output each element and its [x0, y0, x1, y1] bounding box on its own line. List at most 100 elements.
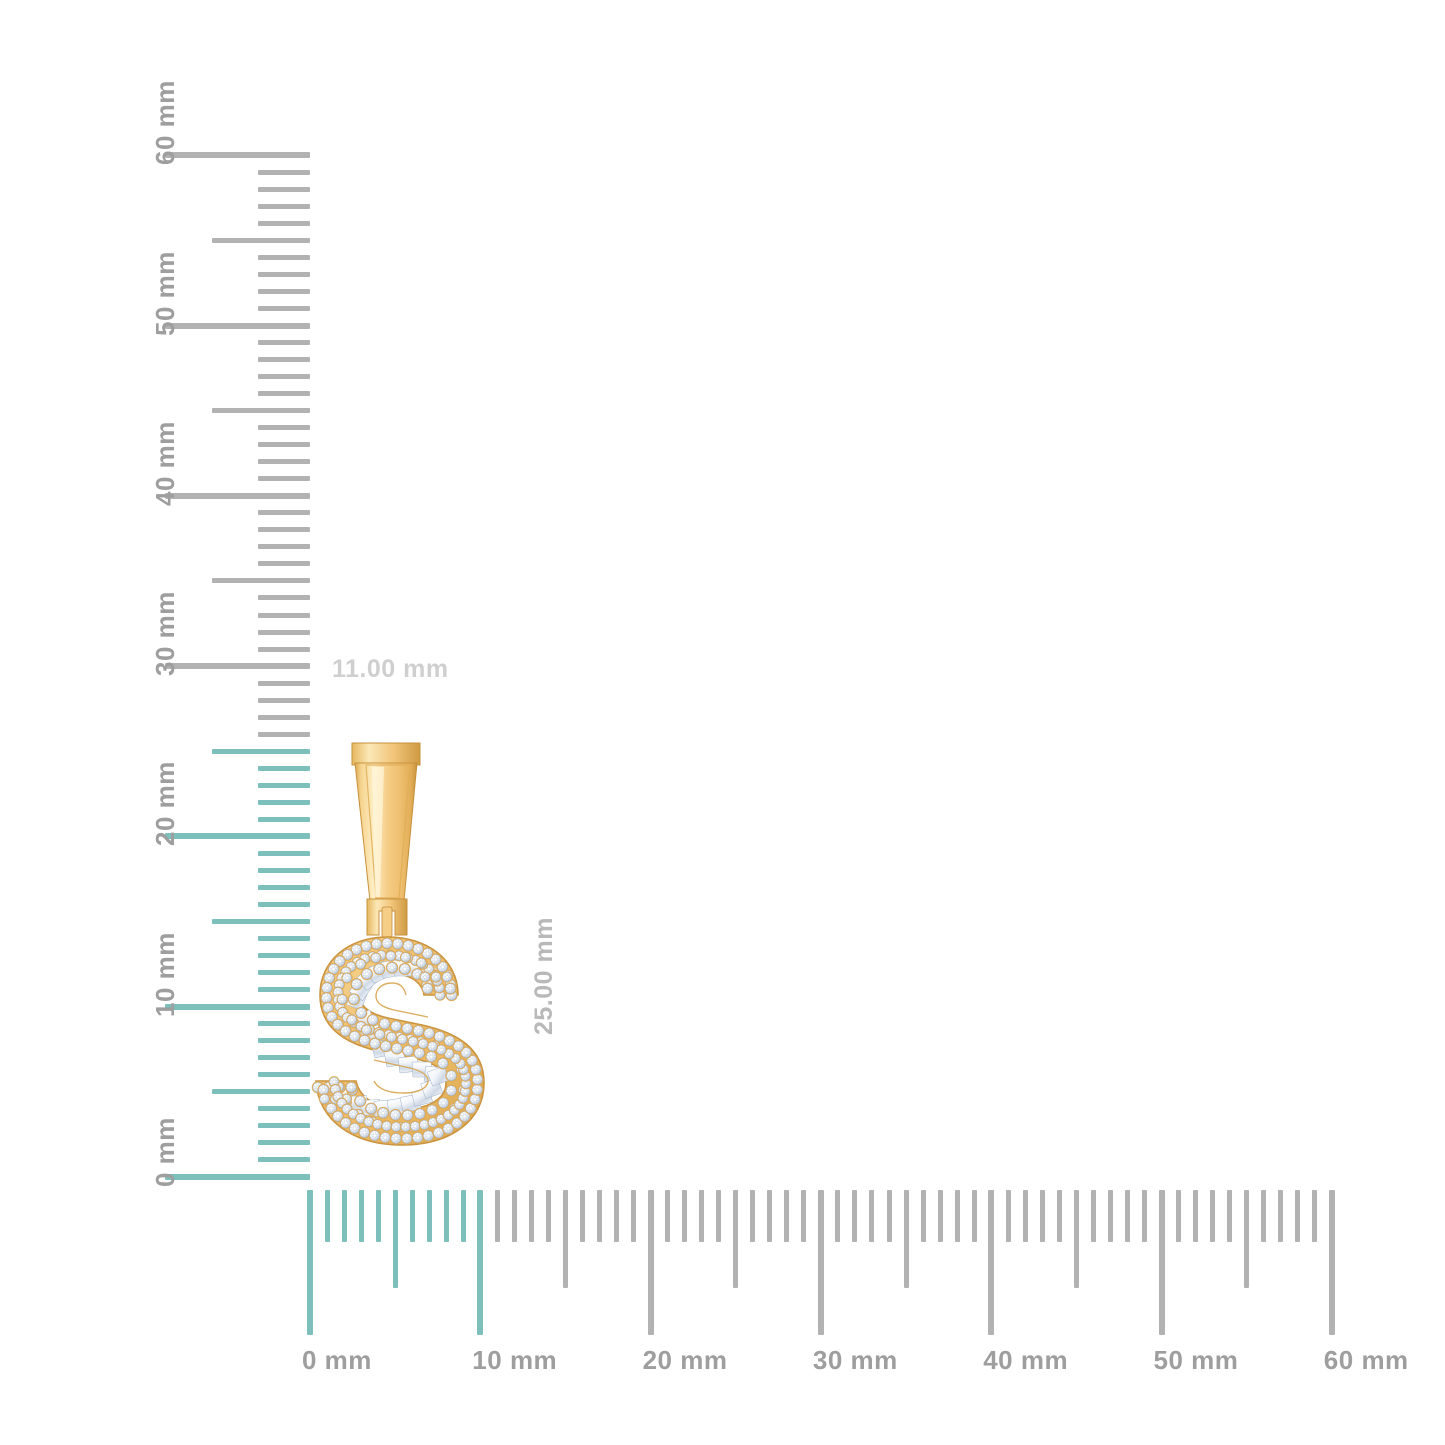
- hruler-minor-tick: [631, 1190, 637, 1242]
- round-diamond: [432, 1126, 445, 1139]
- hruler-minor-tick: [528, 1190, 534, 1242]
- hruler-minor-tick: [1312, 1190, 1318, 1242]
- hruler-minor-tick: [1090, 1190, 1096, 1242]
- hruler-minor-tick: [920, 1190, 926, 1242]
- round-diamond: [426, 1040, 439, 1053]
- height-dimension-label: 25.00 mm: [530, 917, 558, 1035]
- hruler-label-0mm: 0 mm: [302, 1345, 372, 1375]
- hruler-minor-tick: [1227, 1190, 1233, 1242]
- vruler-minor-tick: [258, 731, 310, 737]
- hruler-minor-tick: [460, 1190, 466, 1242]
- hruler-minor-tick: [869, 1190, 875, 1242]
- round-diamond: [444, 982, 457, 995]
- hruler-medium-tick: [733, 1190, 739, 1288]
- round-diamond: [412, 942, 425, 956]
- round-diamond: [378, 1017, 391, 1030]
- round-diamond: [355, 1006, 368, 1020]
- vruler-minor-tick: [258, 1140, 310, 1146]
- hruler-minor-tick: [852, 1190, 858, 1242]
- round-diamond: [318, 1093, 331, 1105]
- width-dimension-label: 11.00 mm: [332, 655, 449, 683]
- round-diamond: [373, 962, 386, 976]
- hruler-minor-tick: [801, 1190, 807, 1242]
- vruler-minor-tick: [258, 629, 310, 635]
- vruler-minor-tick: [258, 1106, 310, 1112]
- vruler-minor-tick: [258, 680, 310, 686]
- round-diamond: [421, 947, 434, 960]
- round-diamond: [347, 1108, 360, 1120]
- vruler-minor-tick: [258, 1021, 310, 1027]
- vruler-medium-tick: [212, 919, 310, 925]
- round-diamond: [407, 1035, 419, 1048]
- round-diamond: [365, 1102, 378, 1115]
- round-diamond: [401, 1022, 414, 1035]
- round-diamond: [325, 1010, 338, 1023]
- hruler-minor-tick: [1210, 1190, 1216, 1242]
- round-diamond: [442, 1122, 455, 1135]
- vruler-label-0mm: 0 mm: [150, 1117, 180, 1187]
- hruler-minor-tick: [971, 1190, 977, 1242]
- hruler-minor-tick: [375, 1190, 381, 1242]
- round-diamond: [468, 1093, 482, 1106]
- round-diamond: [445, 1069, 458, 1082]
- vruler-minor-tick: [258, 254, 310, 260]
- vruler-minor-tick: [258, 816, 310, 822]
- hruler-minor-tick: [358, 1190, 364, 1242]
- round-diamond: [471, 1073, 484, 1086]
- vruler-minor-tick: [258, 203, 310, 209]
- vruler-minor-tick: [258, 1123, 310, 1129]
- vruler-minor-tick: [258, 561, 310, 567]
- round-diamond: [339, 1025, 352, 1038]
- vruler-medium-tick: [212, 408, 310, 414]
- hruler-label-60mm: 60 mm: [1323, 1345, 1409, 1375]
- vruler-minor-tick: [258, 987, 310, 993]
- hruler-minor-tick: [1039, 1190, 1045, 1242]
- vruler-minor-tick: [258, 305, 310, 311]
- vruler-label-20mm: 20 mm: [150, 761, 180, 847]
- round-diamond: [355, 958, 367, 970]
- hruler-minor-tick: [443, 1190, 449, 1242]
- round-diamond: [368, 1037, 382, 1050]
- round-diamond: [377, 1106, 390, 1120]
- round-diamond: [370, 938, 383, 951]
- vruler-label-30mm: 30 mm: [150, 591, 180, 677]
- round-diamond: [385, 950, 397, 962]
- vruler-minor-tick: [258, 1055, 310, 1061]
- round-diamond: [449, 1052, 462, 1065]
- vruler-medium-tick: [212, 1089, 310, 1095]
- round-diamond: [452, 1040, 465, 1053]
- vruler-major-tick: [165, 663, 310, 670]
- hruler-medium-tick: [1073, 1190, 1079, 1288]
- hruler-minor-tick: [1107, 1190, 1113, 1242]
- hruler-minor-tick: [1261, 1190, 1267, 1242]
- hruler-major-tick: [647, 1190, 654, 1335]
- vruler-minor-tick: [258, 459, 310, 465]
- round-diamond: [430, 971, 442, 983]
- hruler-label-50mm: 50 mm: [1153, 1345, 1239, 1375]
- vruler-minor-tick: [258, 442, 310, 448]
- hruler-minor-tick: [494, 1190, 500, 1242]
- hruler-minor-tick: [545, 1190, 551, 1242]
- round-diamond: [421, 982, 434, 995]
- round-diamond: [381, 1120, 393, 1132]
- round-diamond: [320, 981, 333, 995]
- hruler-minor-tick: [614, 1190, 620, 1242]
- vruler-minor-tick: [258, 697, 310, 703]
- hruler-major-tick: [477, 1190, 484, 1335]
- round-diamond: [389, 1108, 402, 1122]
- round-diamond: [385, 961, 399, 974]
- hruler-minor-tick: [1193, 1190, 1199, 1242]
- round-diamond: [391, 937, 404, 951]
- vruler-minor-tick: [258, 186, 310, 192]
- round-diamond: [409, 1120, 421, 1132]
- round-diamond: [360, 967, 373, 981]
- round-diamond: [469, 1063, 482, 1076]
- round-diamond: [443, 1034, 456, 1047]
- hruler-medium-tick: [903, 1190, 909, 1288]
- round-diamond: [348, 1122, 361, 1135]
- round-diamond: [336, 993, 348, 1006]
- round-diamond: [345, 1081, 358, 1094]
- vruler-minor-tick: [258, 425, 310, 431]
- round-diamond: [402, 1044, 415, 1057]
